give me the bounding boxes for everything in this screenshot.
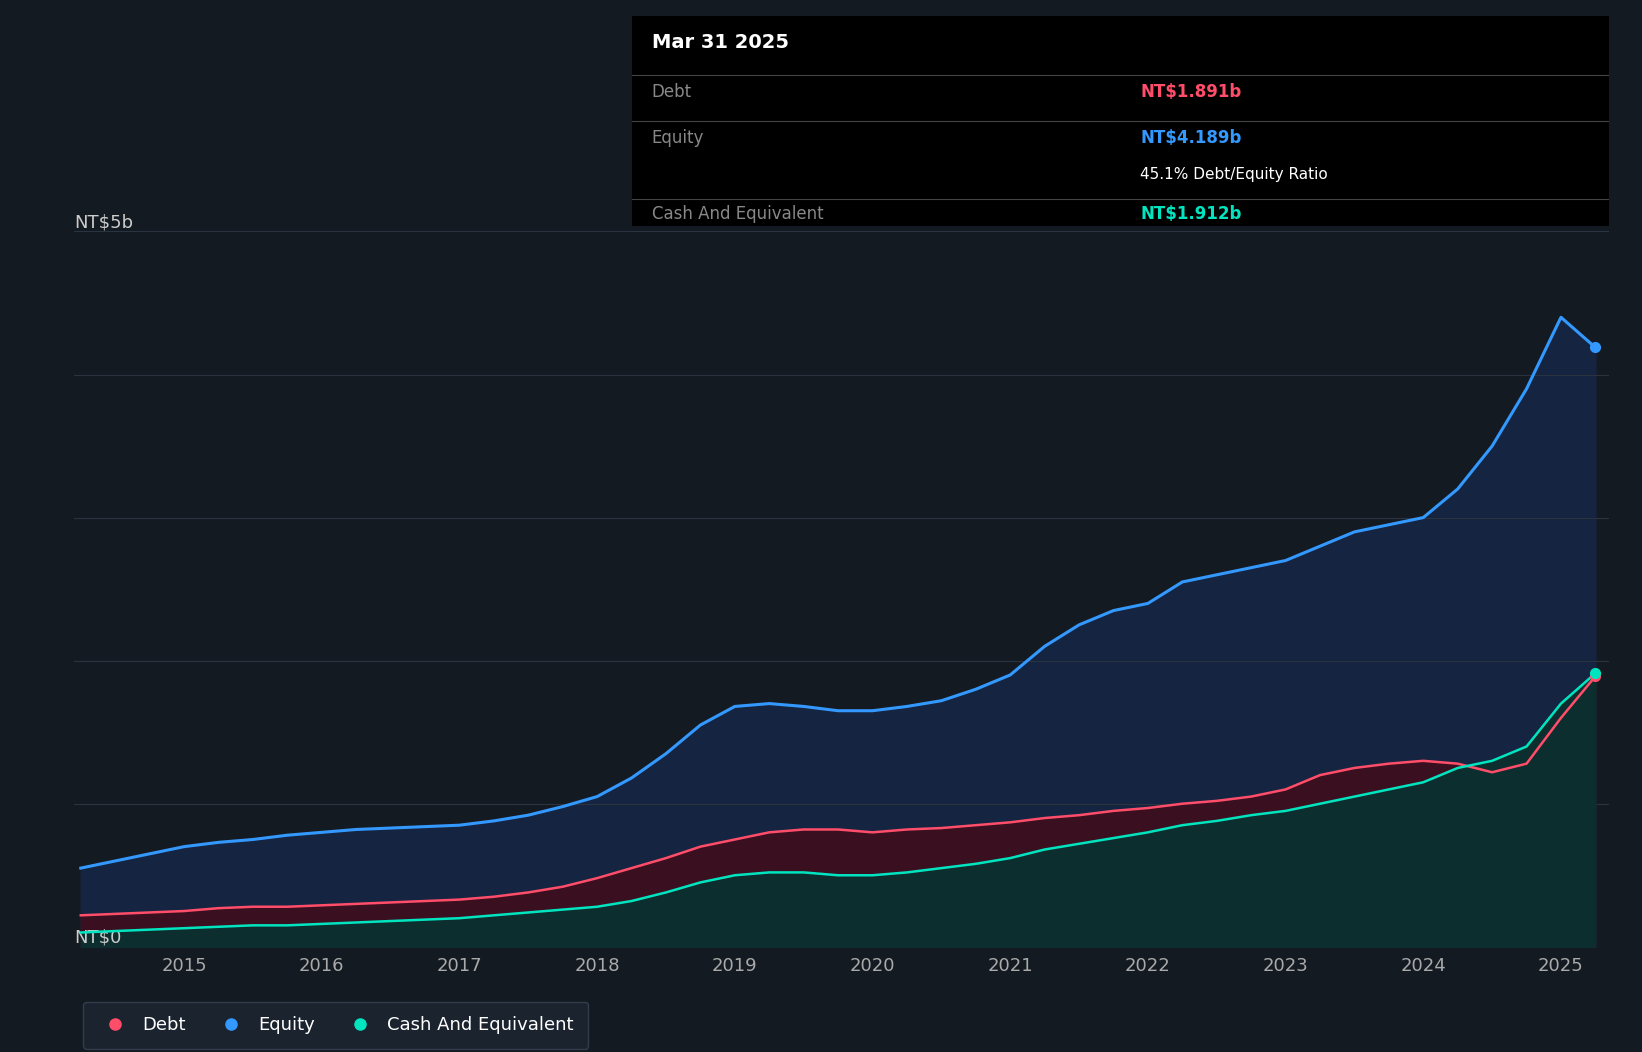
Text: NT$4.189b: NT$4.189b bbox=[1140, 129, 1241, 147]
Text: NT$1.891b: NT$1.891b bbox=[1140, 83, 1241, 101]
Text: Equity: Equity bbox=[652, 129, 704, 147]
Text: NT$1.912b: NT$1.912b bbox=[1140, 205, 1241, 223]
Text: NT$0: NT$0 bbox=[74, 929, 122, 947]
Text: NT$5b: NT$5b bbox=[74, 214, 133, 231]
Text: Cash And Equivalent: Cash And Equivalent bbox=[652, 205, 823, 223]
Text: Debt: Debt bbox=[652, 83, 691, 101]
Legend: Debt, Equity, Cash And Equivalent: Debt, Equity, Cash And Equivalent bbox=[82, 1002, 588, 1049]
Text: Mar 31 2025: Mar 31 2025 bbox=[652, 33, 788, 52]
Text: 45.1% Debt/Equity Ratio: 45.1% Debt/Equity Ratio bbox=[1140, 167, 1328, 182]
